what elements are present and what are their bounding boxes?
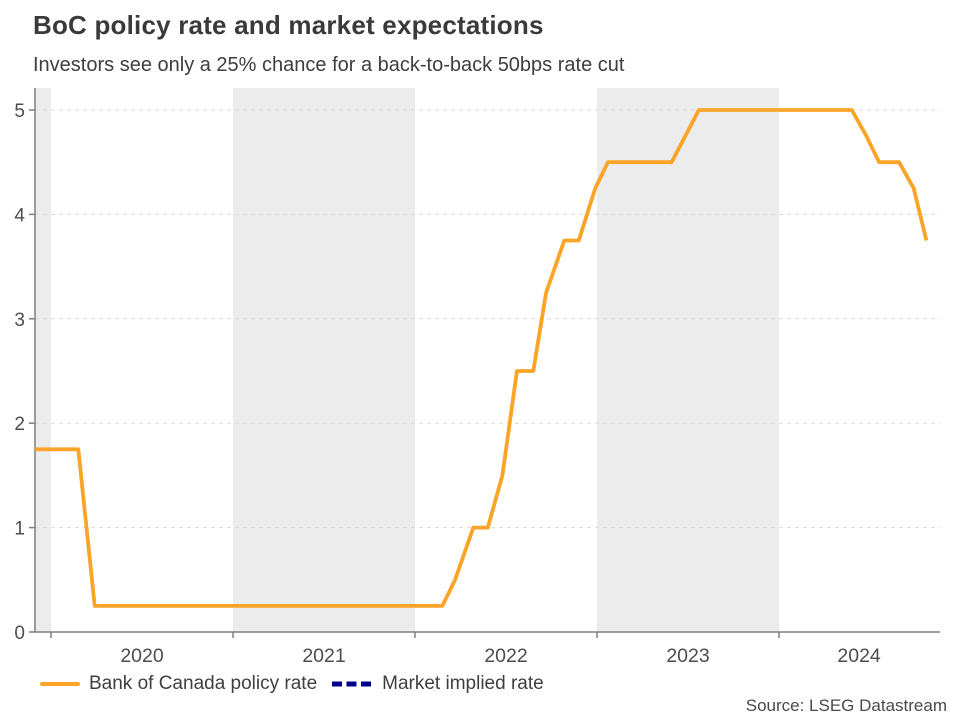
x-axis-label: 2021 xyxy=(302,645,345,667)
y-axis-label: 0 xyxy=(14,623,25,644)
y-axis-label: 5 xyxy=(14,101,25,122)
legend: Bank of Canada policy rate Market implie… xyxy=(40,673,544,695)
y-axis-label: 2 xyxy=(14,414,25,435)
y-axis-label: 4 xyxy=(14,205,25,226)
y-axis-label: 1 xyxy=(14,519,25,540)
source-credit: Source: LSEG Datastream xyxy=(745,696,947,715)
market-implied-line-swatch xyxy=(332,681,373,687)
chart-plot-area: 0 1 2 3 4 5 2020 2021 2022 2023 2024 xyxy=(14,88,940,667)
y-axis-label: 3 xyxy=(14,310,25,331)
bank-of-canada-policy-rate-line xyxy=(35,108,929,608)
year-shading-band xyxy=(597,88,780,632)
year-shading-band xyxy=(233,88,416,632)
legend-label-market-implied: Market implied rate xyxy=(382,673,544,694)
chart-subtitle: Investors see only a 25% chance for a ba… xyxy=(33,54,625,76)
x-axis-label: 2024 xyxy=(837,645,881,667)
legend-item-market-implied: Market implied rate xyxy=(331,673,544,695)
legend-label-policy-rate: Bank of Canada policy rate xyxy=(89,673,318,694)
x-axis-label: 2023 xyxy=(666,645,709,667)
x-axis-label: 2022 xyxy=(484,645,527,667)
year-shading-band xyxy=(35,88,52,632)
legend-item-policy-rate: Bank of Canada policy rate xyxy=(40,673,317,695)
x-axis-label: 2020 xyxy=(120,645,164,667)
chart-title: BoC policy rate and market expectations xyxy=(33,10,544,40)
policy-rate-line-swatch xyxy=(40,682,80,686)
